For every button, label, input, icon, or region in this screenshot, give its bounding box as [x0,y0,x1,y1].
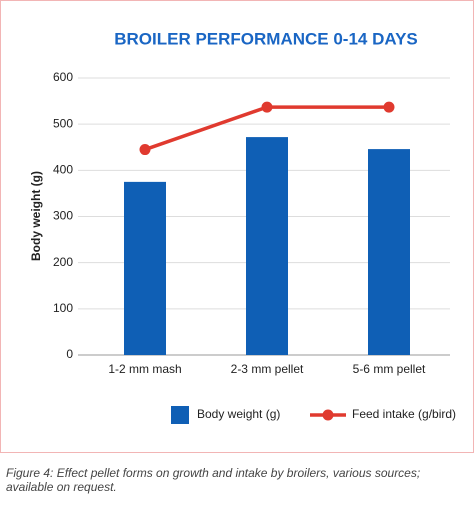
y-axis-label: Body weight (g) [29,171,43,261]
chart-title: BROILER PERFORMANCE 0-14 DAYS [114,29,418,48]
y-tick-label: 400 [53,163,73,177]
x-tick-label: 1-2 mm mash [108,362,181,376]
y-tick-label: 500 [53,116,73,130]
x-tick-label: 5-6 mm pellet [353,362,426,376]
chart: BROILER PERFORMANCE 0-14 DAYS Body weigh… [0,0,474,453]
line-point [139,144,151,156]
bar [368,149,410,355]
bar [246,137,288,355]
line-point [383,101,395,113]
legend-swatch [171,406,189,424]
y-tick-label: 100 [53,301,73,315]
legend-label: Feed intake (g/bird) [352,407,456,421]
y-tick-label: 0 [66,347,73,361]
y-tick-label: 300 [53,209,73,223]
bar [124,181,166,355]
x-tick-label: 2-3 mm pellet [231,362,304,376]
line-point [261,101,273,113]
y-tick-label: 600 [53,70,73,84]
legend-label: Body weight (g) [197,407,280,421]
caption: Figure 4: Effect pellet forms on growth … [6,466,421,494]
legend-swatch [322,409,334,421]
y-tick-label: 200 [53,255,73,269]
